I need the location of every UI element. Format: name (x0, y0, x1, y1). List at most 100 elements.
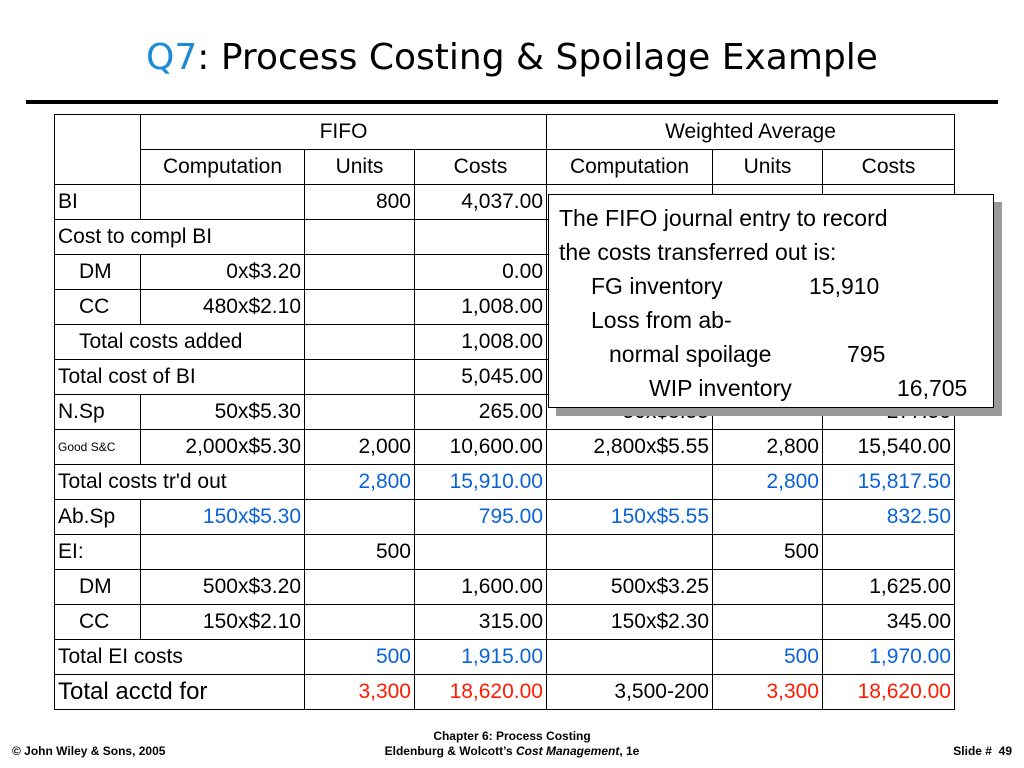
row-label: Total acctd for (54, 674, 305, 710)
loss-label: Loss from ab- (591, 307, 732, 333)
row-label: Cost to compl BI (54, 219, 305, 255)
col-header: Computation (140, 149, 305, 185)
row-label: CC (54, 289, 141, 325)
cell: 18,620.00 (822, 674, 955, 710)
table-row: Good S&C 2,000x$5.30 2,000 10,600.00 2,8… (54, 429, 955, 465)
fg-amount: 15,910 (809, 273, 880, 299)
row-label: EI: (54, 534, 141, 570)
cell: 150x$2.10 (140, 604, 305, 640)
col-header: Costs (822, 149, 955, 185)
table-row: CC 150x$2.10 315.00 150x$2.30 345.00 (54, 604, 955, 640)
corner-cell (54, 114, 141, 185)
table-row: Ab.Sp 150x$5.30 795.00 150x$5.55 832.50 (54, 499, 955, 535)
row-label: Total costs added (54, 324, 305, 360)
cell: 1,915.00 (414, 639, 547, 675)
fg-entry: FG inventory 15,910 (559, 269, 983, 303)
row-label: CC (54, 604, 141, 640)
cell: 10,600.00 (414, 429, 547, 465)
cell: 832.50 (822, 499, 955, 535)
cell: 2,000x$5.30 (140, 429, 305, 465)
cell: 3,300 (304, 674, 415, 710)
cell: 2,800x$5.55 (546, 429, 713, 465)
cell: 15,910.00 (414, 464, 547, 500)
cell: 500x$3.20 (140, 569, 305, 605)
fg-label: FG inventory (591, 273, 723, 299)
cell: 315.00 (414, 604, 547, 640)
table-row: EI: 500 500 (54, 534, 955, 570)
col-header: Costs (414, 149, 547, 185)
cell: 3,500-200 (546, 674, 713, 710)
table-row: DM 500x$3.20 1,600.00 500x$3.25 1,625.00 (54, 569, 955, 605)
cell: 1,008.00 (414, 289, 547, 325)
cell: 5,045.00 (414, 359, 547, 395)
row-label: DM (54, 569, 141, 605)
cell: 3,300 (712, 674, 823, 710)
cell: 2,000 (304, 429, 415, 465)
wip-label: WIP inventory (649, 375, 792, 401)
wip-entry: WIP inventory 16,705 (559, 371, 983, 405)
footer-slide-number: Slide # 49 (953, 744, 1012, 758)
cell: 500 (304, 639, 415, 675)
loss-amount: 795 (847, 341, 886, 367)
table-row: Total acctd for 3,300 18,620.00 3,500-20… (54, 674, 955, 710)
cell: 1,970.00 (822, 639, 955, 675)
slide-title: Q7: Process Costing & Spoilage Example (0, 30, 1024, 86)
row-label: N.Sp (54, 394, 141, 430)
cell: 150x$5.55 (546, 499, 713, 535)
row-label: DM (54, 254, 141, 290)
cell: 500x$3.25 (546, 569, 713, 605)
callout-line: The FIFO journal entry to record (559, 205, 888, 231)
footer-copyright: © John Wiley & Sons, 2005 (12, 744, 166, 758)
cell: 480x$2.10 (140, 289, 305, 325)
col-header: Units (712, 149, 823, 185)
loss-entry-line1: Loss from ab- (559, 303, 983, 337)
table-row: Total costs tr'd out 2,800 15,910.00 2,8… (54, 464, 955, 500)
footer-book: Eldenburg & Wolcott’s Cost Management, 1… (384, 744, 640, 758)
title-rule (26, 100, 998, 104)
cell: 15,817.50 (822, 464, 955, 500)
col-header: Units (304, 149, 415, 185)
cell: 1,625.00 (822, 569, 955, 605)
cell: 50x$5.30 (140, 394, 305, 430)
cell: 500 (712, 534, 823, 570)
cell: 15,540.00 (822, 429, 955, 465)
cell: 500 (712, 639, 823, 675)
table-row: Total EI costs 500 1,915.00 500 1,970.00 (54, 639, 955, 675)
cell: 265.00 (414, 394, 547, 430)
cell: 1,008.00 (414, 324, 547, 360)
cell: 2,800 (712, 464, 823, 500)
cell: 800 (304, 184, 415, 220)
journal-entry-callout: The FIFO journal entry to record the cos… (548, 194, 994, 408)
table-row: FIFO Weighted Average (54, 114, 955, 185)
row-label: BI (54, 184, 141, 220)
row-label: Good S&C (54, 429, 141, 465)
cell: 795.00 (414, 499, 547, 535)
cell: 0x$3.20 (140, 254, 305, 290)
wip-amount: 16,705 (897, 375, 968, 401)
row-label: Total EI costs (54, 639, 305, 675)
cell: 150x$5.30 (140, 499, 305, 535)
footer-center: Chapter 6: Process Costing Eldenburg & W… (312, 729, 712, 759)
row-label: Total costs tr'd out (54, 464, 305, 500)
title-prefix: Q7 (146, 37, 198, 78)
cell: 1,600.00 (414, 569, 547, 605)
cell: 345.00 (822, 604, 955, 640)
cell: 150x$2.30 (546, 604, 713, 640)
row-label: Ab.Sp (54, 499, 141, 535)
cell: 2,800 (712, 429, 823, 465)
wa-header: Weighted Average (546, 114, 955, 150)
loss-entry-line2: normal spoilage 795 (559, 337, 983, 371)
loss-label: normal spoilage (609, 341, 772, 367)
title-text: : Process Costing & Spoilage Example (197, 37, 878, 78)
col-header: Computation (546, 149, 713, 185)
cell: 2,800 (304, 464, 415, 500)
callout-line: the costs transferred out is: (559, 239, 837, 265)
cell: 4,037.00 (414, 184, 547, 220)
cell: 500 (304, 534, 415, 570)
footer-chapter: Chapter 6: Process Costing (433, 729, 591, 743)
table-row: Computation Units Costs Computation Unit… (55, 149, 955, 185)
cell: 18,620.00 (414, 674, 547, 710)
fifo-header: FIFO (140, 114, 547, 150)
row-label: Total cost of BI (54, 359, 305, 395)
cell: 0.00 (414, 254, 547, 290)
